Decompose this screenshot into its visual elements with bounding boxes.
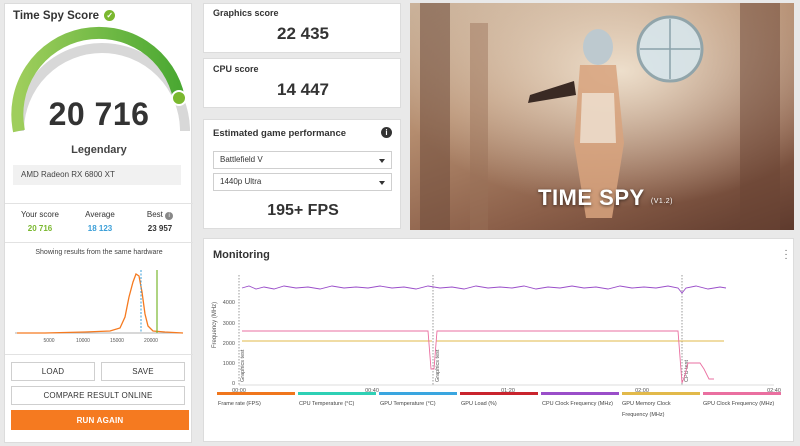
x-tick: 02:00 bbox=[635, 388, 649, 394]
hero-pillar bbox=[420, 3, 450, 230]
legend-swatch bbox=[379, 392, 457, 395]
game-estimate-card: Estimated game performance i Battlefield… bbox=[203, 119, 401, 229]
score-gauge bbox=[11, 26, 190, 133]
legend-item[interactable]: Frame rate (FPS) bbox=[218, 401, 261, 407]
test-marker-label: Graphics test bbox=[240, 349, 246, 382]
test-marker-label: Graphics test bbox=[435, 349, 441, 382]
run-again-button[interactable]: RUN AGAIN bbox=[11, 410, 189, 430]
hero-title: TIME SPY (V1.2) bbox=[538, 185, 673, 210]
gpu-clock-series bbox=[242, 330, 714, 384]
divider bbox=[5, 203, 193, 204]
cpu-clock-series bbox=[241, 285, 727, 294]
graphics-score-card: Graphics score 22 435 bbox=[203, 3, 401, 53]
chevron-down-icon bbox=[379, 181, 385, 185]
legend-item[interactable]: GPU Memory Clock Frequency (MHz) bbox=[622, 401, 671, 418]
score-rating: Legendary bbox=[71, 144, 127, 156]
monitoring-chart: Frequency (MHz) 4000 3000 2000 1000 0 00… bbox=[212, 275, 781, 394]
y-tick: 1000 bbox=[223, 361, 235, 367]
cpu-score-value: 14 447 bbox=[277, 80, 329, 99]
y-tick: 0 bbox=[232, 381, 235, 387]
average-label: Average bbox=[85, 210, 115, 219]
average-value: 18 123 bbox=[87, 224, 113, 233]
legend-swatch bbox=[703, 392, 781, 395]
compare-result-online-button[interactable]: COMPARE RESULT ONLINE bbox=[11, 386, 185, 405]
check-icon: ✓ bbox=[104, 10, 116, 21]
game-estimate-title: Estimated game performance bbox=[213, 128, 347, 139]
distribution-curve bbox=[17, 273, 184, 334]
monitoring-title: Monitoring bbox=[213, 249, 270, 261]
legend-item[interactable]: GPU Clock Frequency (MHz) bbox=[703, 401, 775, 407]
gpu-name: AMD Radeon RX 6800 XT bbox=[21, 170, 115, 179]
hero-artwork bbox=[410, 3, 794, 230]
y-axis-label: Frequency (MHz) bbox=[212, 302, 218, 348]
x-tick: 01:20 bbox=[501, 388, 515, 394]
legend-item[interactable]: GPU Load (%) bbox=[461, 401, 497, 407]
total-score: 20 716 bbox=[48, 96, 150, 132]
preset-select-value: 1440p Ultra bbox=[220, 177, 262, 186]
dist-tick: 5000 bbox=[43, 338, 54, 342]
legend-item[interactable]: CPU Clock Frequency (MHz) bbox=[542, 401, 613, 407]
save-button[interactable]: SAVE bbox=[101, 362, 185, 381]
gauge-fill bbox=[11, 26, 185, 133]
cpu-score-label: CPU score bbox=[213, 64, 259, 74]
hero-pillar bbox=[740, 3, 780, 230]
info-icon[interactable]: i bbox=[165, 212, 174, 220]
distribution-caption: Showing results from the same hardware bbox=[35, 249, 163, 256]
divider bbox=[5, 242, 193, 243]
chevron-down-icon bbox=[379, 159, 385, 163]
legend-swatch bbox=[541, 392, 619, 395]
score-title: Time Spy Score ✓ bbox=[13, 10, 116, 22]
preset-select[interactable]: 1440p Ultra bbox=[213, 173, 392, 191]
legend-swatch bbox=[298, 392, 376, 395]
gpu-name-field: AMD Radeon RX 6800 XT bbox=[13, 165, 181, 185]
benchmark-hero-image: TIME SPY (V1.2) bbox=[410, 3, 794, 230]
legend-item[interactable]: CPU Temperature (°C) bbox=[299, 401, 355, 407]
more-options-icon[interactable]: · · · bbox=[784, 245, 788, 264]
your-score-label: Your score bbox=[21, 210, 59, 219]
graphics-score-value: 22 435 bbox=[277, 24, 329, 43]
best-value: 23 957 bbox=[147, 224, 173, 233]
y-tick: 2000 bbox=[223, 341, 235, 347]
legend-swatch bbox=[460, 392, 538, 395]
x-tick: 02:40 bbox=[767, 388, 781, 394]
x-tick: 00:40 bbox=[365, 388, 379, 394]
cpu-score-card: CPU score 14 447 bbox=[203, 58, 401, 108]
info-icon[interactable]: i bbox=[381, 127, 392, 138]
game-select-value: Battlefield V bbox=[220, 155, 263, 164]
best-label: Best i bbox=[131, 210, 189, 220]
hero-pillar bbox=[470, 23, 488, 230]
score-distribution-chart: 5000 10000 15000 20000 bbox=[15, 270, 184, 342]
fps-estimate: 195+ FPS bbox=[267, 202, 339, 219]
dist-tick: 15000 bbox=[110, 338, 124, 342]
hero-helmet bbox=[583, 29, 613, 65]
dist-tick: 10000 bbox=[76, 338, 90, 342]
x-tick: 00:00 bbox=[232, 388, 246, 394]
y-tick: 4000 bbox=[223, 300, 235, 306]
legend-swatch bbox=[622, 392, 700, 395]
hero-version: (V1.2) bbox=[650, 198, 673, 205]
dist-tick: 20000 bbox=[144, 338, 158, 342]
divider bbox=[5, 354, 193, 355]
legend-item[interactable]: GPU Temperature (°C) bbox=[380, 401, 436, 407]
y-tick: 3000 bbox=[223, 321, 235, 327]
monitoring-panel: Monitoring · · · bbox=[203, 238, 794, 442]
legend-swatch bbox=[217, 392, 295, 395]
load-button[interactable]: LOAD bbox=[11, 362, 95, 381]
graphics-score-label: Graphics score bbox=[213, 8, 279, 18]
test-marker-label: CPU test bbox=[684, 360, 690, 382]
game-select[interactable]: Battlefield V bbox=[213, 151, 392, 169]
gauge-knob bbox=[171, 90, 187, 106]
your-score-value: 20 716 bbox=[27, 224, 53, 233]
